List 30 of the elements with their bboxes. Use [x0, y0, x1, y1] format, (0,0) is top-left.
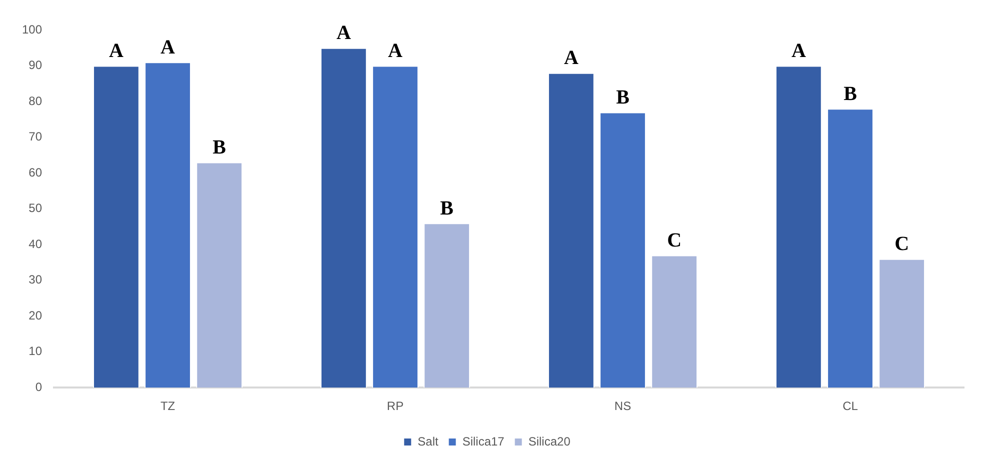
legend-label: Silica17 [462, 434, 505, 448]
x-tick-label: NS [614, 399, 632, 414]
y-tick-label: 0 [35, 380, 42, 394]
legend-label: Salt [418, 434, 439, 448]
y-tick-label: 90 [28, 58, 42, 72]
y-tick-label: 70 [28, 130, 42, 144]
data-label: A [108, 40, 124, 62]
data-label: B [440, 197, 454, 220]
x-tick-label: RP [386, 399, 404, 414]
y-tick-label: 20 [28, 308, 42, 322]
y-tick-label: 30 [28, 272, 42, 287]
data-label: A [336, 22, 352, 44]
data-label: C [894, 233, 910, 256]
y-tick-label: 40 [28, 236, 42, 251]
data-label: A [388, 40, 404, 62]
y-tick-label: 60 [28, 165, 42, 180]
data-label: A [791, 40, 806, 62]
data-label: C [667, 229, 682, 252]
data-label: A [160, 36, 176, 58]
data-label: A [564, 47, 579, 70]
data-label: B [212, 136, 226, 158]
y-tick-label: 10 [28, 344, 42, 358]
x-tick-label: TZ [160, 399, 176, 414]
legend-label: Silica20 [528, 434, 571, 448]
y-tick-label: 50 [28, 201, 42, 216]
x-tick-label: CL [842, 399, 858, 414]
y-tick-label: 80 [28, 94, 42, 108]
data-label: B [844, 82, 857, 105]
data-label: B [616, 86, 630, 108]
y-tick-label: 100 [22, 22, 42, 36]
